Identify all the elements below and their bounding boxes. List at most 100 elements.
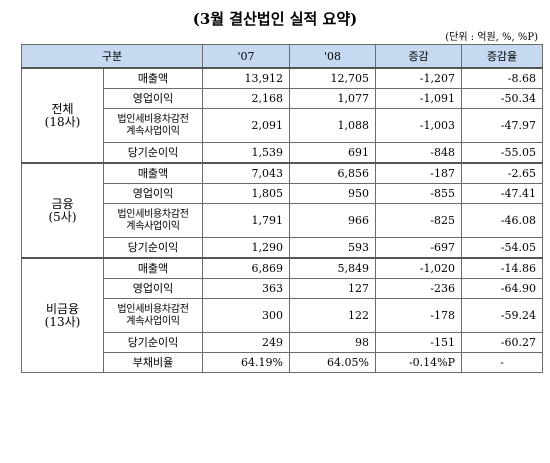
metric-label-line1: 법인세비용차감전 <box>117 208 189 220</box>
header-row: 구분 '07 '08 증감 증감율 <box>21 44 543 69</box>
value-change-rate: -54.05 <box>461 237 543 259</box>
value-2008: 1,088 <box>289 108 376 143</box>
metric-label-line2: 계속사업이익 <box>126 220 180 232</box>
header-2008: '08 <box>289 44 376 69</box>
header-change-rate: 증감율 <box>461 44 543 69</box>
value-change-rate: -46.08 <box>461 203 543 238</box>
table-row: 비금융 (13사) 매출액 6,869 5,849 -1,020 -14.86 <box>21 257 543 373</box>
table-row: 당기순이익 1,290 593 -697 -54.05 <box>22 237 543 259</box>
value-2007: 1,290 <box>202 237 290 259</box>
group-name: 금융 <box>51 196 74 211</box>
metric-label: 매출액 <box>103 162 203 184</box>
value-2008: 12,705 <box>289 67 376 89</box>
table-row: 당기순이익 249 98 -151 -60.27 <box>22 332 543 353</box>
value-change-rate: -59.24 <box>461 298 543 333</box>
group-count: (5사) <box>48 209 77 224</box>
group-count: (13사) <box>44 314 81 329</box>
metric-label: 당기순이익 <box>103 237 203 259</box>
value-change: -151 <box>375 332 462 353</box>
metric-label: 법인세비용차감전 계속사업이익 <box>103 203 203 238</box>
value-change: -825 <box>375 203 462 238</box>
metric-label: 부채비율 <box>103 352 203 373</box>
value-change-rate: -64.90 <box>461 278 543 299</box>
table-row: 전체 (18사) 매출액 13,912 12,705 -1,207 -8.68 <box>21 67 543 164</box>
value-change: -697 <box>375 237 462 259</box>
header-category: 구분 <box>21 44 203 69</box>
header-2007: '07 <box>202 44 290 69</box>
value-2007: 64.19% <box>202 352 290 373</box>
metric-label-line1: 법인세비용차감전 <box>117 303 189 315</box>
value-change: -1,020 <box>375 257 462 279</box>
value-2007: 13,912 <box>202 67 290 89</box>
value-change: -855 <box>375 183 462 204</box>
header-change: 증감 <box>375 44 462 69</box>
metric-label: 당기순이익 <box>103 332 203 353</box>
value-2008: 950 <box>289 183 376 204</box>
value-change-rate: -55.05 <box>461 142 543 164</box>
value-2008: 1,077 <box>289 88 376 109</box>
group-label-finance: 금융 (5사) <box>21 162 104 259</box>
table-row: 영업이익 2,168 1,077 -1,091 -50.34 <box>22 88 543 109</box>
value-2007: 363 <box>202 278 290 299</box>
metric-label-line2: 계속사업이익 <box>126 125 180 137</box>
value-change: -1,003 <box>375 108 462 143</box>
value-change: -848 <box>375 142 462 164</box>
value-change: -1,091 <box>375 88 462 109</box>
value-2007: 1,539 <box>202 142 290 164</box>
metric-label-line2: 계속사업이익 <box>126 315 180 327</box>
value-change: -1,207 <box>375 67 462 89</box>
value-change: -0.14%P <box>375 352 462 373</box>
value-2007: 2,091 <box>202 108 290 143</box>
value-change-rate: -2.65 <box>461 162 543 184</box>
metric-label: 영업이익 <box>103 88 203 109</box>
value-change-rate: -60.27 <box>461 332 543 353</box>
table-row: 법인세비용차감전 계속사업이익 2,091 1,088 -1,003 -47.9… <box>22 108 543 143</box>
group-name: 비금융 <box>45 301 80 316</box>
value-2008: 127 <box>289 278 376 299</box>
value-change: -236 <box>375 278 462 299</box>
table-row: 영업이익 1,805 950 -855 -47.41 <box>22 183 543 204</box>
value-2007: 1,791 <box>202 203 290 238</box>
value-change-rate: -50.34 <box>461 88 543 109</box>
value-2008: 98 <box>289 332 376 353</box>
value-change-rate: -14.86 <box>461 257 543 279</box>
value-2007: 300 <box>202 298 290 333</box>
value-2008: 5,849 <box>289 257 376 279</box>
value-2007: 6,869 <box>202 257 290 279</box>
group-label-total: 전체 (18사) <box>21 67 104 164</box>
metric-label: 법인세비용차감전 계속사업이익 <box>103 298 203 333</box>
value-2007: 1,805 <box>202 183 290 204</box>
value-change-rate: - <box>461 352 543 373</box>
metric-label: 법인세비용차감전 계속사업이익 <box>103 108 203 143</box>
metric-label: 영업이익 <box>103 183 203 204</box>
metric-label: 영업이익 <box>103 278 203 299</box>
value-2008: 64.05% <box>289 352 376 373</box>
unit-note: (단위 : 억원, %, %P) <box>445 32 538 43</box>
group-name: 전체 <box>51 101 74 116</box>
value-2007: 2,168 <box>202 88 290 109</box>
value-change-rate: -8.68 <box>461 67 543 89</box>
metric-label: 당기순이익 <box>103 142 203 164</box>
table-row: 금융 (5사) 매출액 7,043 6,856 -187 -2.65 <box>21 162 543 259</box>
table-row: 법인세비용차감전 계속사업이익 300 122 -178 -59.24 <box>22 298 543 333</box>
metric-label: 매출액 <box>103 67 203 89</box>
metric-label-line1: 법인세비용차감전 <box>117 113 189 125</box>
table-row: 당기순이익 1,539 691 -848 -55.05 <box>22 142 543 164</box>
value-2008: 6,856 <box>289 162 376 184</box>
value-change-rate: -47.41 <box>461 183 543 204</box>
value-change: -178 <box>375 298 462 333</box>
value-2008: 966 <box>289 203 376 238</box>
group-count: (18사) <box>44 114 81 129</box>
page-title: (3월 결산법인 실적 요약) <box>192 10 358 28</box>
group-label-nonfinance: 비금융 (13사) <box>21 257 104 373</box>
table-row: 부채비율 64.19% 64.05% -0.14%P - <box>22 352 543 373</box>
value-2008: 122 <box>289 298 376 333</box>
metric-label: 매출액 <box>103 257 203 279</box>
results-table: 구분 '07 '08 증감 증감율 전체 (18사) 매출액 13,912 12… <box>21 44 543 373</box>
table-row: 법인세비용차감전 계속사업이익 1,791 966 -825 -46.08 <box>22 203 543 238</box>
value-2008: 593 <box>289 237 376 259</box>
value-change-rate: -47.97 <box>461 108 543 143</box>
value-change: -187 <box>375 162 462 184</box>
value-2008: 691 <box>289 142 376 164</box>
value-2007: 7,043 <box>202 162 290 184</box>
